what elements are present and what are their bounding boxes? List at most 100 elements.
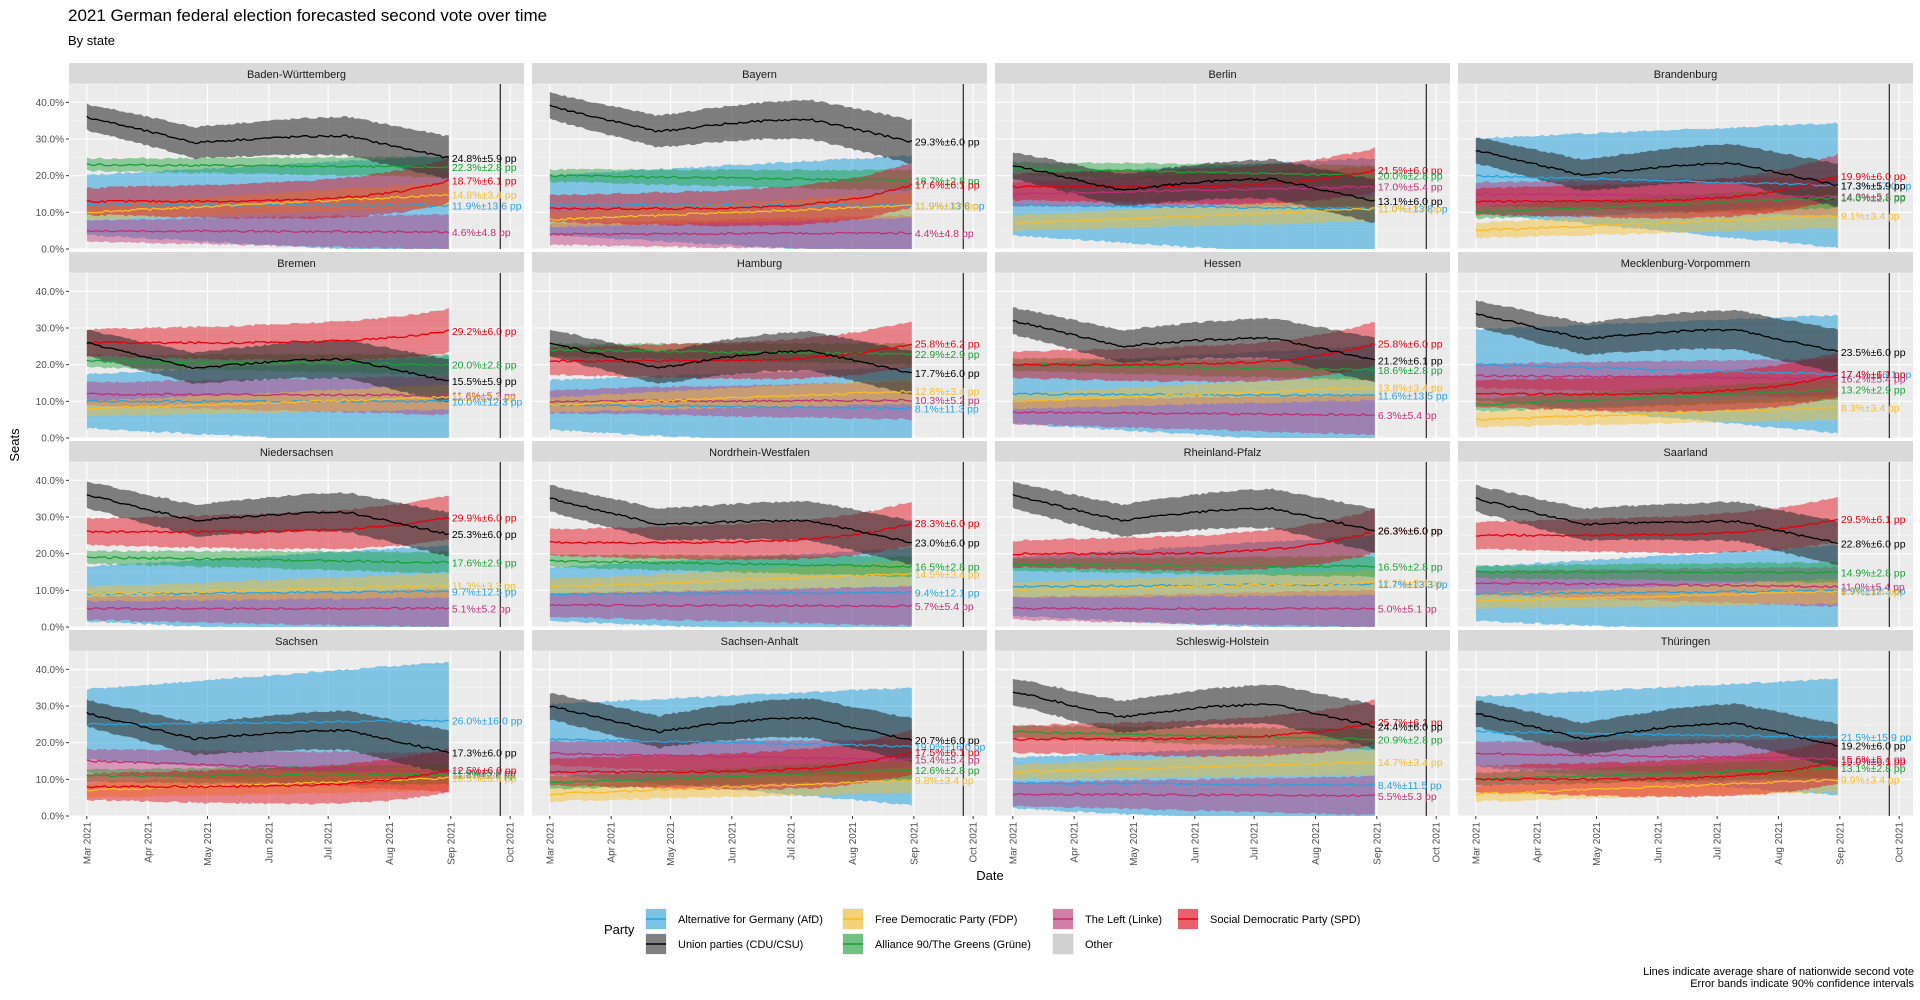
data-label-linke: 10.3%±5.2 pp: [915, 395, 980, 407]
error-band-gruene: [86, 549, 449, 574]
data-label-gruene: 14.9%±2.8 pp: [1841, 567, 1906, 579]
series-line-gruene: [86, 555, 450, 564]
y-tick-label: 10.0%: [36, 208, 64, 219]
error-band-cdu: [1475, 484, 1838, 566]
legend-label-spd: Social Democratic Party (SPD): [1210, 914, 1360, 926]
series-line-linke: [86, 759, 449, 774]
data-label-cdu: 17.3%±5.9 pp: [1841, 181, 1906, 193]
error-band-cdu: [1475, 137, 1838, 207]
x-tick-label: Aug 2021: [1774, 822, 1785, 865]
data-label-cdu: 17.3%±6.0 pp: [452, 748, 517, 760]
y-tick-label: 20.0%: [36, 738, 64, 749]
facet-title: Mecklenburg-Vorpommern: [1621, 258, 1751, 270]
series-line-fdp: [1475, 406, 1839, 421]
error-band-cdu: [86, 103, 449, 180]
facet-title: Sachsen-Anhalt: [721, 636, 799, 648]
facet-title: Hamburg: [737, 258, 782, 270]
data-label-fdp: 11.9%±3.4 pp: [915, 200, 979, 212]
series-line-spd: [86, 329, 450, 345]
y-tick-label: 30.0%: [36, 324, 64, 335]
x-tick-label: Aug 2021: [848, 822, 859, 865]
y-tick-label: 30.0%: [36, 135, 64, 146]
error-band-cdu: [1012, 678, 1375, 749]
facet-strip: [69, 441, 524, 462]
data-label-fdp: 9.1%±3.4 pp: [1841, 211, 1900, 223]
data-label-fdp: 14.7%±3.4 pp: [1378, 757, 1443, 769]
data-label-spd: 29.5%±6.1 pp: [1841, 514, 1906, 526]
data-label-linke: 5.7%±5.4 pp: [915, 601, 974, 613]
data-label-fdp: 9.8%±3.4 pp: [915, 775, 974, 787]
data-label-spd: 17.6%±6.1 pp: [915, 179, 980, 191]
data-label-linke: 5.1%±5.2 pp: [452, 603, 511, 615]
series-line-afd: [86, 203, 450, 208]
x-tick-label: Apr 2021: [144, 822, 155, 863]
error-band-fdp: [1012, 374, 1375, 410]
series-line-gruene: [86, 163, 449, 169]
y-tick-label: 40.0%: [36, 476, 64, 487]
error-band-afd: [86, 154, 449, 249]
data-label-gruene: 20.9%±2.8 pp: [1378, 734, 1443, 746]
facet-title: Brandenburg: [1654, 69, 1718, 81]
series-line-linke: [86, 392, 449, 397]
x-tick-label: Mar 2021: [1471, 822, 1482, 865]
data-label-spd: 21.5%±6.0 pp: [1378, 165, 1443, 177]
x-tick-label: Jun 2021: [1190, 822, 1201, 864]
series-line-gruene: [1012, 730, 1375, 741]
series-line-fdp: [86, 584, 449, 596]
y-tick-label: 20.0%: [36, 549, 64, 560]
facet-strip: [1458, 252, 1913, 273]
series-line-gruene: [1475, 196, 1838, 214]
series-line-cdu: [1475, 312, 1839, 353]
series-line-fdp: [549, 778, 912, 796]
chart-subtitle: By state: [68, 33, 115, 48]
x-tick-label: Jul 2021: [324, 822, 335, 860]
series-line-linke: [1012, 185, 1375, 196]
data-label-afd: 8.1%±11.3 pp: [915, 403, 979, 415]
error-band-fdp: [86, 384, 449, 417]
data-label-gruene: 13.1%±2.8 pp: [1841, 763, 1906, 775]
series-line-spd: [1475, 760, 1838, 782]
data-label-linke: 5.5%±5.3 pp: [1378, 791, 1437, 803]
data-label-cdu: 15.5%±5.9 pp: [452, 376, 517, 388]
data-label-afd: 17.4%±16.1 pp: [1841, 369, 1912, 381]
error-band-cdu: [86, 699, 449, 775]
error-band-fdp: [549, 192, 912, 228]
data-label-linke: 6.3%±5.4 pp: [1378, 410, 1437, 422]
facet-strip: [995, 441, 1450, 462]
legend-title: Party: [604, 922, 635, 937]
x-tick-label: May 2021: [1129, 822, 1140, 866]
series-line-linke: [549, 752, 912, 761]
x-tick-label: Jun 2021: [1653, 822, 1664, 864]
error-band-afd: [549, 547, 912, 627]
data-label-afd: 9.4%±12.1 pp: [915, 588, 980, 600]
x-tick-label: Mar 2021: [545, 822, 556, 865]
data-label-afd: 21.5%±15.9 pp: [1841, 732, 1912, 744]
series-line-cdu: [549, 705, 913, 741]
data-label-spd: 17.4%±6.1 pp: [1841, 369, 1906, 381]
data-label-cdu: 26.3%±6.0 pp: [1378, 526, 1443, 538]
error-band-fdp: [1475, 767, 1838, 803]
facet-strip: [69, 630, 524, 651]
data-label-spd: 15.0%±6.1 pp: [1841, 756, 1906, 768]
facet-title: Nordrhein-Westfalen: [709, 447, 810, 459]
data-label-cdu: 19.2%±6.0 pp: [1841, 741, 1906, 753]
series-line-afd: [1475, 589, 1838, 596]
y-tick-label: 10.0%: [36, 775, 64, 786]
series-line-fdp: [1012, 207, 1375, 225]
facet-strip: [532, 630, 987, 651]
series-line-gruene: [549, 559, 913, 569]
data-label-fdp: 12.8%±3.4 pp: [915, 386, 980, 398]
series-line-afd: [1475, 730, 1838, 739]
data-label-afd: 8.4%±11.5 pp: [1378, 780, 1442, 792]
error-band-cdu: [549, 693, 912, 763]
series-line-fdp: [1475, 778, 1838, 796]
data-label-fdp: 13.8%±3.4 pp: [1378, 382, 1443, 394]
data-label-fdp: 11.0%±3.4 pp: [1378, 204, 1442, 216]
series-line-cdu: [549, 497, 912, 544]
y-tick-label: 40.0%: [36, 665, 64, 676]
data-label-cdu: 25.3%±6.0 pp: [452, 529, 517, 541]
x-tick-label: Mar 2021: [1008, 822, 1019, 865]
error-band-cdu: [86, 481, 449, 557]
series-line-gruene: [1012, 363, 1375, 372]
error-band-spd: [1475, 153, 1838, 219]
